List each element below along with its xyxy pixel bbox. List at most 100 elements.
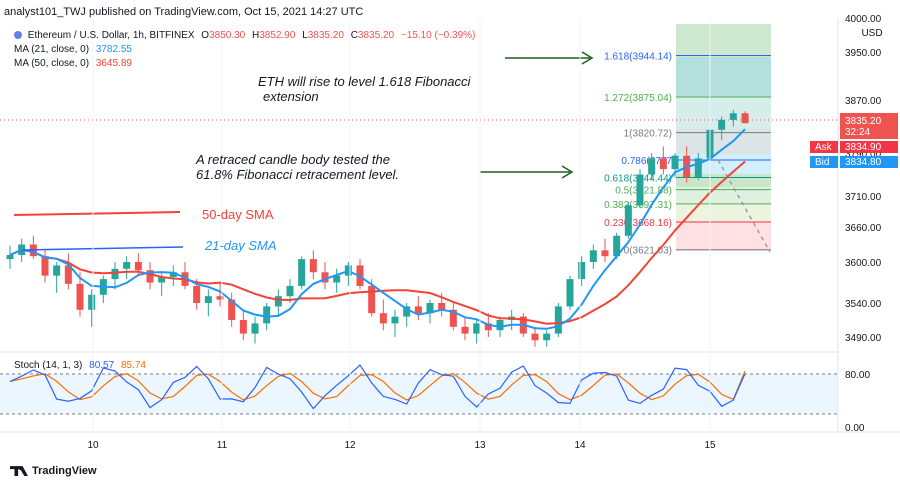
fib-level-label: 0.5(3721.88) [615, 186, 672, 197]
candle-body [566, 279, 574, 307]
stoch-legend[interactable]: Stoch (14, 1, 3) 80.57 85.74 [14, 360, 146, 371]
fib-level-label: 1.272(3875.04) [604, 93, 672, 104]
price-tick: 4000.00 [845, 14, 882, 25]
fib-zone-top [676, 24, 771, 57]
candle-body [729, 113, 737, 120]
currency-label: USD [861, 28, 882, 39]
stoch-d-line [9, 370, 746, 401]
fib-trend-line [717, 159, 771, 253]
close-value: 3835.20 [357, 30, 395, 41]
stoch-d-value: 85.74 [120, 360, 146, 371]
candle-body [414, 306, 422, 314]
fib-level-label: 0.236(3668.16) [604, 218, 672, 229]
retrace-annotation: A retraced candle body tested the 61.8% … [196, 152, 399, 182]
fib-level-label: 1(3820.72) [624, 129, 672, 140]
ma21-value: 3782.55 [95, 44, 132, 55]
candle-body [53, 265, 61, 276]
fib-level-label: 0.786(3777 [621, 156, 672, 167]
sma21-annotation-line [21, 246, 184, 251]
symbol-title: Ethereum / U.S. Dollar, 1h, BITFINEX [27, 30, 195, 41]
candle-body [309, 259, 317, 273]
candle-body [403, 306, 411, 317]
high-label: H [252, 30, 260, 41]
publisher-header: analyst101_TWJ published on TradingView.… [4, 6, 364, 18]
bid-label: Bid [815, 157, 829, 168]
candle-body [601, 250, 609, 257]
candle-body [263, 306, 271, 324]
candle-body [123, 262, 131, 269]
candle-body [298, 259, 306, 286]
candle-body [239, 320, 247, 334]
candle-body [216, 296, 224, 300]
candle-body [694, 158, 702, 178]
ma50-label: MA (50, close, 0) [14, 58, 90, 69]
candle-body [76, 283, 84, 310]
candle-body [624, 205, 632, 236]
candle-body [193, 285, 201, 303]
fib-zone-1618 [676, 57, 771, 97]
ma21-legend[interactable]: MA (21, close, 0) 3782.55 [14, 44, 132, 55]
open-value: 3850.30 [209, 30, 246, 41]
candle-body [41, 256, 49, 276]
tradingview-logo[interactable]: TradingView [10, 465, 97, 477]
bid-tag [810, 156, 838, 168]
candle-body [438, 303, 446, 310]
candle-body [496, 320, 504, 331]
ethereum-icon [14, 31, 22, 40]
stoch-label: Stoch (14, 1, 3) [14, 360, 83, 371]
sma50-annotation: 50-day SMA [202, 207, 274, 222]
candle-body [578, 262, 586, 280]
candle-body [543, 333, 551, 341]
bid-price: 3834.80 [845, 157, 882, 168]
fib-zone-0786 [676, 154, 771, 174]
fib-zone-0236 [676, 221, 771, 251]
candle-body [6, 255, 14, 260]
retrace-line2: 61.8% Fibonacci retracement level. [196, 167, 400, 182]
tradingview-logo-icon [10, 466, 28, 477]
bid-price-tag [840, 156, 898, 168]
fib-extension-annotation: ETH will rise to level 1.618 Fibonacci e… [258, 74, 470, 104]
candle-body [613, 235, 621, 257]
symbol-legend[interactable]: Ethereum / U.S. Dollar, 1h, BITFINEX O38… [14, 30, 475, 41]
fib-ext-line1: ETH will rise to level 1.618 Fibonacci [258, 74, 471, 89]
candle-body [718, 119, 726, 130]
price-tick: 3490.00 [845, 333, 882, 344]
bar-countdown: 32:24 [845, 127, 870, 138]
fib-zone-0382 [676, 203, 771, 221]
fib-ext-line2: extension [263, 89, 319, 104]
price-tick: 3790.00 [845, 149, 882, 160]
candle-body [379, 313, 387, 324]
time-tick: 14 [574, 440, 586, 451]
stoch-k-value: 80.57 [89, 360, 115, 371]
low-label: L [302, 30, 308, 41]
close-label: C [350, 30, 358, 41]
price-tick: 3600.00 [845, 258, 882, 269]
candle-body [204, 296, 212, 303]
ask-label: Ask [815, 142, 833, 153]
fib-zone-05 [676, 187, 771, 203]
price-tick: 3950.00 [845, 48, 882, 59]
price-tick: 3540.00 [845, 299, 882, 310]
fib-lines [676, 55, 771, 251]
candle-body [88, 294, 96, 310]
ma50-legend[interactable]: MA (50, close, 0) 3645.89 [14, 58, 132, 69]
ma21-line [9, 128, 746, 330]
candle-body [321, 272, 329, 283]
stoch-band [0, 374, 838, 414]
candle-body [484, 323, 492, 331]
candle-body [671, 155, 679, 170]
candle-body [251, 323, 259, 334]
time-tick: 12 [344, 440, 356, 451]
candle-body [449, 309, 457, 327]
candle-body [111, 268, 119, 280]
candle-body [368, 285, 376, 314]
ma50-line [9, 160, 746, 325]
ask-price: 3834.90 [845, 142, 882, 153]
fib-zone-1 [676, 129, 771, 154]
ask-price-tag [840, 141, 898, 153]
candle-body [158, 277, 166, 283]
candle-body [741, 113, 749, 124]
sma21-annotation: 21-day SMA [205, 238, 277, 253]
fib-level-label: 0(3621.03) [624, 246, 672, 257]
